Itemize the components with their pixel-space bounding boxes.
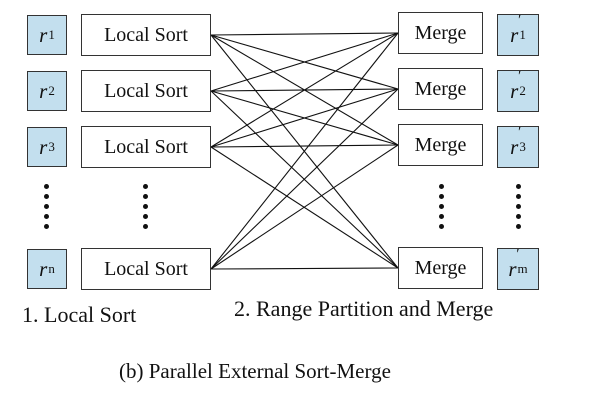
relation-subscript: 3 xyxy=(519,139,526,154)
output-ellipsis xyxy=(516,184,522,234)
relation-symbol: r xyxy=(510,78,519,103)
relation-symbol: r xyxy=(39,78,48,103)
relation-prime: ′ xyxy=(516,246,520,262)
local-sort-label: Local Sort xyxy=(104,257,188,280)
partition-edge-4-3 xyxy=(210,144,399,270)
merge-box-m: Merge xyxy=(398,247,483,289)
figure-caption: (b) Parallel External Sort-Merge xyxy=(119,359,391,383)
step2-label: 2. Range Partition and Merge xyxy=(234,296,494,321)
partition-edge-4-2 xyxy=(210,88,399,270)
merge-label: Merge xyxy=(414,133,467,156)
output-relation-r1-prime: r ′ 1 xyxy=(497,13,539,56)
relation-prime: ′ xyxy=(518,124,522,140)
relation-prime: ′ xyxy=(518,68,522,84)
relation-symbol: r xyxy=(508,256,517,281)
relation-symbol: r xyxy=(39,256,48,281)
local-sort-box-3: Local Sort xyxy=(81,126,211,168)
relation-subscript: 3 xyxy=(48,139,55,154)
relation-symbol: r xyxy=(39,22,48,47)
partition-edge-4-1 xyxy=(210,32,399,270)
merge-box-1: Merge xyxy=(398,12,483,54)
output-relation-r3-prime: r ′ 3 xyxy=(497,125,539,168)
step1-label: 1. Local Sort xyxy=(22,302,137,327)
merge-box-3: Merge xyxy=(398,124,483,166)
relation-subscript: 1 xyxy=(519,27,526,42)
relation-symbol: r xyxy=(510,22,519,47)
relation-subscript: n xyxy=(48,261,55,276)
relation-subscript: 1 xyxy=(48,27,55,42)
relation-symbol-wrap: r ′ xyxy=(510,13,521,48)
local-sort-label: Local Sort xyxy=(104,135,188,158)
local-sort-ellipsis xyxy=(143,184,149,234)
partition-edge-3-2 xyxy=(210,88,399,148)
local-sort-box-n: Local Sort xyxy=(81,248,211,290)
local-sort-label: Local Sort xyxy=(104,23,188,46)
relation-symbol-wrap: r ′ xyxy=(510,125,521,160)
merge-ellipsis xyxy=(439,184,445,234)
relation-prime: ′ xyxy=(518,12,522,28)
relation-subscript: m xyxy=(517,261,528,276)
input-ellipsis xyxy=(44,184,50,234)
local-sort-label: Local Sort xyxy=(104,79,188,102)
relation-symbol-wrap: r ′ xyxy=(510,69,521,104)
local-sort-box-2: Local Sort xyxy=(81,70,211,112)
partition-edge-3-3 xyxy=(210,144,399,148)
relation-symbol: r xyxy=(39,134,48,159)
output-relation-r2-prime: r ′ 2 xyxy=(497,69,539,112)
merge-label: Merge xyxy=(414,21,467,44)
relation-symbol: r xyxy=(510,134,519,159)
partition-edge-1-1 xyxy=(210,32,399,36)
partition-edge-4-4 xyxy=(210,267,399,270)
merge-label: Merge xyxy=(414,77,467,100)
local-sort-box-1: Local Sort xyxy=(81,14,211,56)
merge-label: Merge xyxy=(414,256,467,279)
relation-subscript: 2 xyxy=(519,83,526,98)
output-relation-rm-prime: r ′ m xyxy=(497,247,539,290)
relation-subscript: 2 xyxy=(48,83,55,98)
partition-edge-3-1 xyxy=(210,32,399,148)
merge-box-2: Merge xyxy=(398,68,483,110)
relation-symbol-wrap: r ′ xyxy=(508,247,519,282)
partition-edge-2-1 xyxy=(210,32,399,92)
